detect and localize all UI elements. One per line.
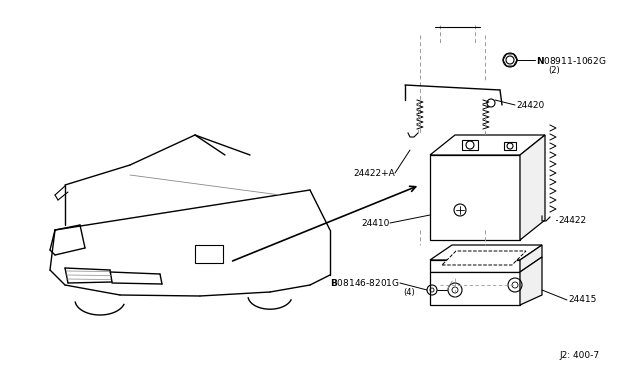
Polygon shape [520,245,542,272]
Text: 24422+A: 24422+A [353,169,395,177]
Text: 24420: 24420 [516,100,544,109]
Polygon shape [442,251,526,265]
Text: J2: 400-7: J2: 400-7 [560,350,600,359]
Polygon shape [430,272,520,305]
Polygon shape [430,155,520,240]
Bar [462,140,478,150]
Polygon shape [430,260,520,272]
Polygon shape [430,135,545,155]
Text: 24415: 24415 [568,295,596,305]
Polygon shape [430,245,542,260]
Text: 24422: 24422 [558,215,586,224]
Text: $\bf{N}$08911-1062G: $\bf{N}$08911-1062G [536,55,607,65]
Bar [504,142,516,150]
Text: 24410: 24410 [362,218,390,228]
Text: (2): (2) [548,65,560,74]
Bar [195,245,223,263]
Polygon shape [520,257,542,305]
Text: $\bf{B}$08146-8201G: $\bf{B}$08146-8201G [330,278,400,289]
Polygon shape [520,135,545,240]
Text: (4): (4) [403,289,415,298]
